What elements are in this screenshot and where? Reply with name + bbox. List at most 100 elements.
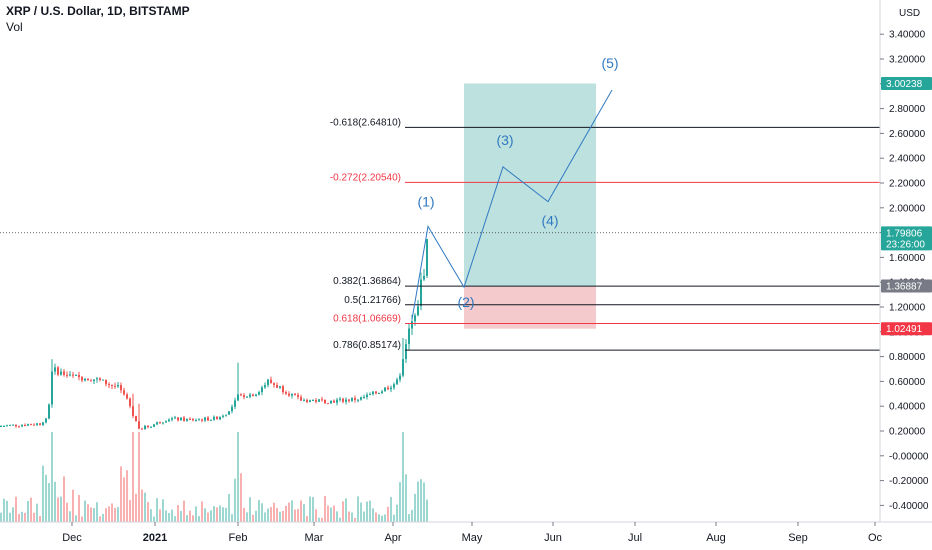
volume-bar (168, 512, 170, 522)
volume-bar (282, 510, 284, 522)
volume-bar (39, 516, 41, 522)
candle-body (150, 426, 152, 428)
candle-body (273, 383, 275, 385)
candle-body (420, 279, 422, 307)
volume-bar (423, 482, 425, 522)
y-tick-label: 0.60000 (889, 377, 926, 388)
volume-bar (216, 507, 218, 522)
candle-body (282, 386, 284, 393)
volume-bar (348, 511, 350, 522)
candle-body (249, 394, 251, 397)
price-tag (881, 226, 932, 251)
volume-label[interactable]: Vol (6, 20, 23, 34)
candle-body (6, 425, 8, 427)
volume-bar (393, 514, 395, 522)
volume-bar (276, 508, 278, 522)
volume-bar (339, 517, 341, 522)
volume-bar (186, 515, 188, 522)
candle-body (135, 415, 137, 422)
volume-bar (303, 504, 305, 522)
fib-level-label: 0.618(1.06669) (333, 314, 401, 325)
candle-body (129, 398, 131, 407)
x-tick-label: Feb (229, 532, 248, 544)
candle-body (24, 424, 26, 426)
price-axis[interactable]: 3.400003.200003.000002.800002.600002.400… (0, 0, 932, 523)
volume-bar (279, 511, 281, 522)
volume-bar (237, 432, 239, 522)
volume-bar (396, 504, 398, 522)
volume-bar (270, 507, 272, 522)
volume-bar (324, 496, 326, 522)
volume-bar (384, 514, 386, 522)
candle-body (84, 378, 86, 381)
fib-retracement[interactable]: -0.618(2.64810) -0.272(2.20540) 0.382(1.36… (0, 117, 880, 351)
candle-body (15, 424, 17, 427)
volume-bar (99, 516, 101, 522)
candle-body (339, 398, 341, 400)
candle-body (66, 374, 68, 376)
candle-body (60, 371, 62, 375)
volume-bar (291, 500, 293, 522)
volume-bar (27, 500, 29, 522)
volume-bar (153, 516, 155, 522)
volume-bar (387, 506, 389, 522)
price-tag-value: 1.36887 (886, 282, 923, 293)
candle-body (396, 379, 398, 385)
volume-bar (135, 493, 137, 522)
position-box[interactable] (464, 83, 596, 329)
volume-bar (174, 516, 176, 522)
symbol-title[interactable]: XRP / U.S. Dollar, 1D, BITSTAMP (6, 4, 190, 18)
x-tick-label: Jul (628, 532, 642, 544)
time-axis[interactable]: Dec 2021 Feb Mar Apr May Jun Jul Aug Sep Oc (62, 522, 883, 544)
volume-bar (57, 497, 59, 522)
volume-bar (0, 512, 2, 522)
candle-body (342, 398, 344, 402)
candle-body (69, 374, 71, 376)
volume-bar (63, 476, 65, 522)
candle-body (195, 419, 197, 421)
candle-body (39, 423, 41, 425)
chart-header: XRP / U.S. Dollar, 1D, BITSTAMP Vol (6, 4, 190, 34)
volume-bar (45, 474, 47, 522)
candle-body (171, 418, 173, 420)
volume-bar (357, 496, 359, 522)
candle-body (78, 374, 80, 378)
candle-body (261, 387, 263, 393)
volume-bar (390, 497, 392, 522)
volume-bar (345, 498, 347, 522)
fib-level-label: -0.272(2.20540) (330, 172, 401, 183)
candle-body (174, 417, 176, 419)
candle-body (336, 399, 338, 403)
volume-bar (285, 505, 287, 522)
volume-bar (264, 512, 266, 522)
volume-bar (54, 481, 56, 522)
volume-bar (405, 474, 407, 522)
y-tick-label: 2.00000 (889, 203, 926, 214)
price-tag (881, 77, 932, 91)
fib-level-label: 0.5(1.21766) (344, 295, 401, 306)
volume-bar (81, 516, 83, 522)
x-tick-label: Dec (62, 532, 82, 544)
candle-body (30, 424, 32, 426)
candle-body (54, 367, 56, 372)
elliott-wave[interactable]: (1) (2) (3) (4) (5) (411, 55, 619, 320)
candle-body (33, 424, 35, 426)
volume-bar (255, 510, 257, 522)
candle-body (102, 379, 104, 381)
wave-label: (5) (601, 55, 618, 71)
candle-body (345, 399, 347, 402)
volume-bar (189, 510, 191, 522)
volume-bar (351, 512, 353, 522)
x-tick-label: Mar (305, 532, 324, 544)
volume-bar (192, 515, 194, 522)
candle-body (288, 393, 290, 396)
fib-level-label: 0.786(0.85174) (333, 340, 401, 351)
candle-body (360, 397, 362, 400)
volume-bar (147, 502, 149, 522)
candle-body (111, 384, 113, 386)
volume-bar (15, 496, 17, 522)
candle-body (93, 379, 95, 382)
volume-bar (195, 506, 197, 522)
volume-bar (75, 515, 77, 522)
